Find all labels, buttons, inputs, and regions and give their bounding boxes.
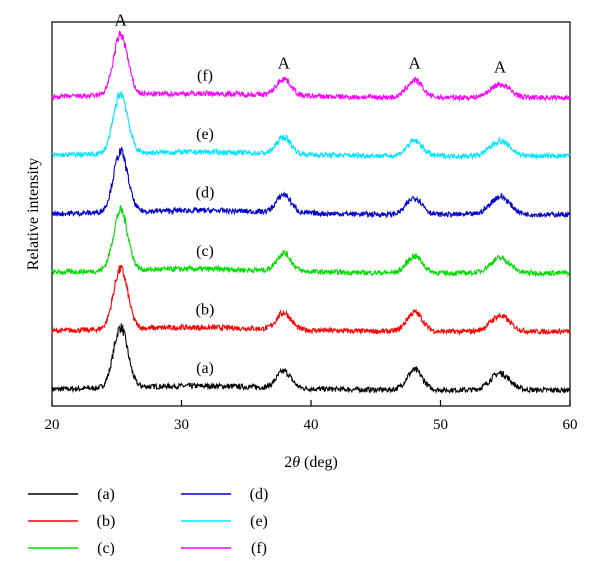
legend-label-a: (a): [97, 486, 115, 503]
series-group: [51, 30, 571, 395]
series-label-a: (a): [196, 360, 214, 377]
legend-label-f: (f): [251, 540, 267, 557]
peak-label-A: A: [494, 57, 507, 76]
legend-label-e: (e): [250, 513, 268, 530]
legend: (a) (b) (c) (d) (e) (f): [28, 486, 268, 557]
series-label-c: (c): [196, 243, 214, 260]
x-axis-title: 2θ (deg): [284, 454, 338, 471]
series-line-e: [51, 90, 571, 161]
series-line-b: [51, 264, 571, 337]
series-labels: (a) (b) (c) (d) (e) (f): [196, 68, 215, 378]
series-label-f: (f): [197, 68, 213, 85]
y-axis-title: Relative intensity: [25, 158, 42, 270]
series-label-d: (d): [196, 185, 215, 202]
series-label-e: (e): [196, 126, 214, 143]
peak-label-A: A: [408, 54, 421, 73]
series-line-d: [51, 146, 571, 219]
series-line-a: [51, 323, 571, 395]
x-tick-label: 60: [563, 417, 578, 433]
legend-label-b: (b): [97, 513, 116, 530]
x-tick-label: 50: [433, 417, 448, 433]
legend-label-c: (c): [97, 540, 115, 557]
x-tick-label: 40: [304, 417, 319, 433]
series-line-f: [51, 30, 571, 102]
peak-labels: A A A A: [114, 11, 506, 77]
x-tick-label: 30: [174, 417, 189, 433]
legend-label-d: (d): [250, 486, 269, 503]
series-line-c: [51, 204, 571, 278]
x-tick-label: 20: [45, 417, 60, 433]
x-axis-ticks: 20 30 40 50 60: [45, 400, 578, 433]
peak-label-A: A: [278, 54, 291, 73]
series-label-b: (b): [196, 302, 215, 319]
peak-label-A: A: [114, 11, 127, 30]
